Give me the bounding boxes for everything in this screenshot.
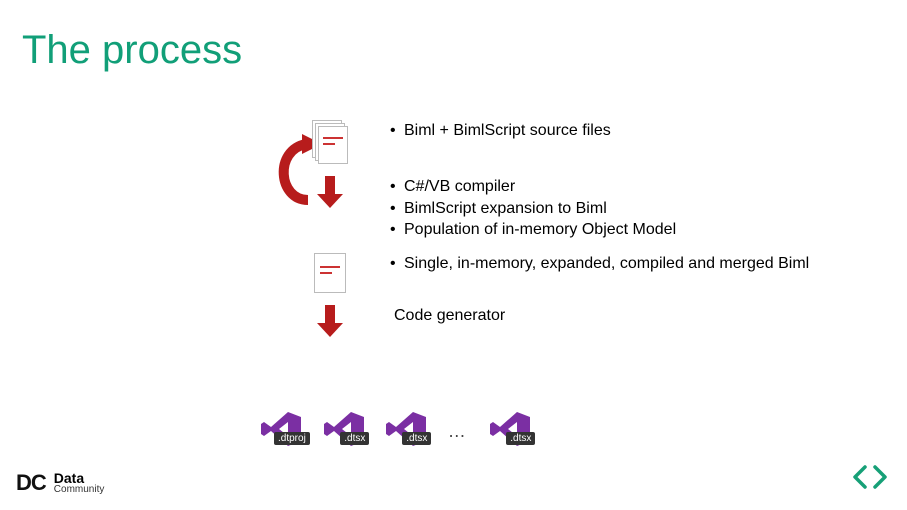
bullet-text: C#/VB compiler — [404, 176, 515, 198]
file-ext-badge: .dtsx — [340, 432, 369, 445]
page-title: The process — [22, 28, 242, 73]
process-row: •C#/VB compiler •BimlScript expansion to… — [270, 176, 870, 241]
ellipsis-icon: … — [448, 421, 468, 442]
process-row: •Biml + BimlScript source files — [270, 120, 870, 164]
vs-project-item: .dtproj — [260, 412, 302, 451]
file-single-icon — [314, 253, 346, 293]
process-content: •Biml + BimlScript source files •C#/VB c… — [270, 120, 870, 349]
down-arrow-icon — [317, 305, 343, 337]
code-generator-label: Code generator — [394, 307, 505, 324]
file-ext-badge: .dtproj — [274, 432, 310, 445]
vs-project-item: .dtsx — [324, 412, 364, 451]
logo-line1: Data — [54, 471, 105, 485]
output-files-row: .dtproj .dtsx .dtsx … .dtsx — [260, 412, 530, 451]
logo-line2: Community — [54, 485, 105, 495]
code-chevrons-icon — [853, 465, 887, 494]
bullet-text: Biml + BimlScript source files — [404, 120, 611, 142]
bullet-text: Population of in-memory Object Model — [404, 219, 676, 241]
bullet-text: Single, in-memory, expanded, compiled an… — [404, 253, 809, 275]
file-stack-icon — [312, 120, 348, 164]
file-ext-badge: .dtsx — [506, 432, 535, 445]
vs-project-item: .dtsx — [490, 412, 530, 451]
down-arrow-icon — [317, 176, 343, 208]
bullet-text: BimlScript expansion to Biml — [404, 198, 607, 220]
process-row: Code generator — [270, 305, 870, 337]
footer-logo: DC Data Community — [16, 470, 104, 496]
logo-mark: DC — [16, 470, 46, 496]
vs-project-item: .dtsx — [386, 412, 426, 451]
file-ext-badge: .dtsx — [402, 432, 431, 445]
process-row: •Single, in-memory, expanded, compiled a… — [270, 253, 870, 293]
